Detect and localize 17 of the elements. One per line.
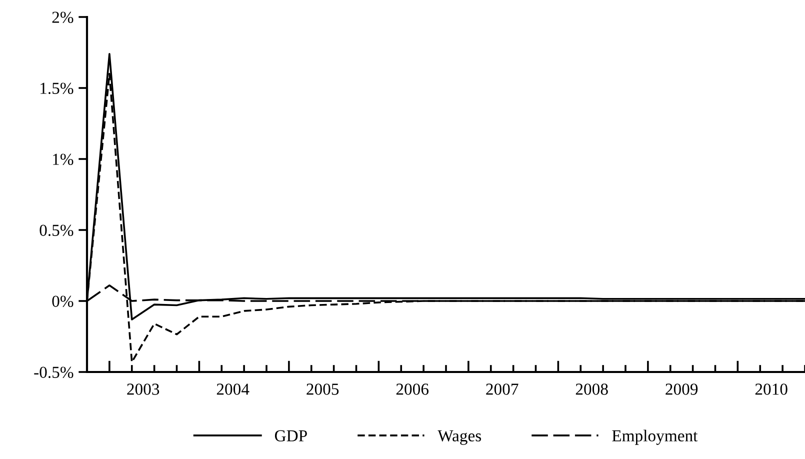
x-tick-label: 2003 — [127, 384, 160, 395]
y-tick-label: 2% — [52, 12, 74, 23]
y-tick-label: 0% — [52, 296, 74, 307]
legend-label: GDP — [274, 430, 307, 442]
y-tick-label: 0.5% — [40, 224, 74, 236]
x-tick-label: 2008 — [576, 384, 608, 395]
legend-label: Wages — [438, 430, 482, 445]
x-tick-label: 2006 — [396, 384, 429, 395]
x-tick-label: 2005 — [306, 384, 339, 395]
y-tick-label: 1% — [53, 154, 74, 165]
x-tick-label: 2009 — [666, 384, 698, 395]
y-tick-label: -0.5% — [34, 366, 74, 378]
y-tick-label: 1.5% — [40, 82, 74, 94]
x-tick-label: 2010 — [755, 384, 788, 395]
legend-label: Employment — [612, 430, 698, 445]
x-tick-label: 2004 — [216, 384, 250, 395]
x-tick-label: 2007 — [486, 384, 518, 395]
